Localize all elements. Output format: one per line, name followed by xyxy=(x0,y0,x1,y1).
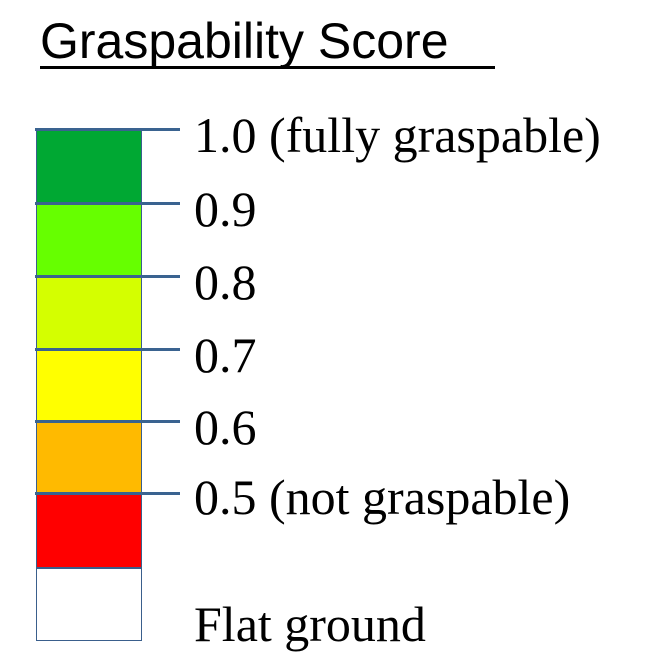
tick-0-5 xyxy=(35,492,180,495)
label-0-8: 0.8 xyxy=(194,254,257,310)
label-flat-ground: Flat ground xyxy=(194,596,426,652)
swatch-0-8 xyxy=(36,277,142,350)
legend-title: Graspability Score xyxy=(40,13,449,69)
label-0-7: 0.7 xyxy=(194,327,257,383)
swatch-0-9 xyxy=(36,204,142,277)
label-0-6: 0.6 xyxy=(194,399,257,455)
label-0-9: 0.9 xyxy=(194,181,257,237)
title-underline xyxy=(40,66,495,69)
tick-0-8 xyxy=(35,275,180,278)
swatch-1-0 xyxy=(36,130,142,204)
label-0-5: 0.5 (not graspable) xyxy=(194,469,571,525)
swatch-0-5 xyxy=(36,494,142,568)
swatch-flat-ground xyxy=(36,568,142,641)
label-1-0: 1.0 (fully graspable) xyxy=(194,107,601,163)
swatch-0-6 xyxy=(36,422,142,494)
tick-0-9 xyxy=(35,202,180,205)
swatch-0-7 xyxy=(36,350,142,422)
tick-1-0 xyxy=(35,128,180,131)
tick-0-7 xyxy=(35,348,180,351)
tick-0-6 xyxy=(35,420,180,423)
